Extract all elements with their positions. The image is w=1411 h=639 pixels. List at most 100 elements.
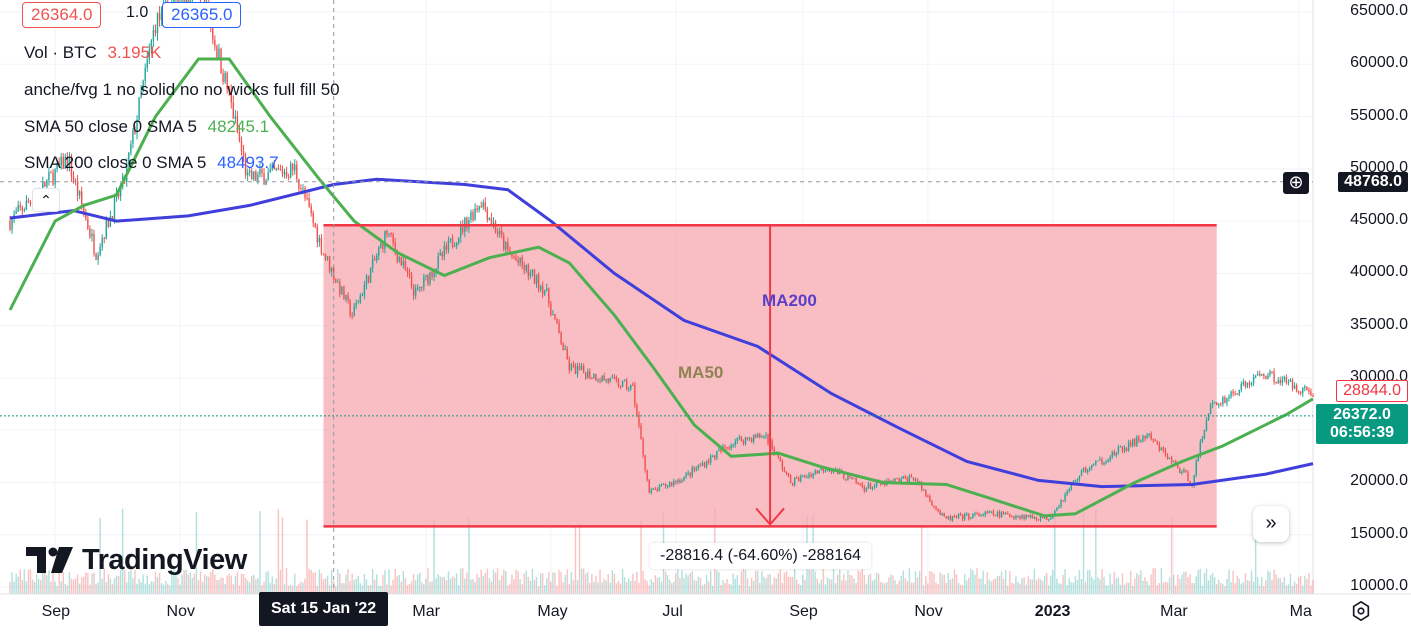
- candle-body: [275, 168, 278, 170]
- candle-body: [646, 470, 648, 480]
- ask-price[interactable]: 26365.0: [162, 2, 242, 28]
- volume-bar: [1041, 581, 1044, 594]
- candle-body: [566, 348, 568, 360]
- candle-body: [1062, 500, 1064, 502]
- volume-bar: [312, 572, 314, 594]
- volume-bar: [535, 577, 538, 594]
- candle-body: [390, 233, 392, 235]
- candle-body: [1109, 457, 1111, 461]
- candle-body: [64, 156, 67, 169]
- volume-bar: [634, 580, 636, 594]
- candle-body: [1017, 515, 1019, 517]
- volume-bar: [367, 585, 370, 594]
- candle-body: [511, 253, 513, 257]
- candle-body: [439, 252, 441, 256]
- ma50-annotation[interactable]: MA50: [678, 363, 724, 382]
- candle-body: [720, 449, 722, 452]
- volume-bar: [871, 580, 874, 594]
- candle-body: [91, 233, 93, 237]
- candle-body: [742, 441, 745, 444]
- legend-sma-50[interactable]: SMA 50 close 0 SMA 5 48245.1: [24, 117, 269, 137]
- candle-body: [1304, 386, 1306, 388]
- volume-bar: [734, 578, 736, 594]
- candle-body: [1172, 461, 1175, 463]
- volume-bar: [191, 577, 194, 594]
- candle-body: [1287, 381, 1290, 383]
- tradingview-logo[interactable]: TradingView: [26, 540, 247, 580]
- volume-bar: [205, 575, 208, 594]
- volume-bar: [253, 574, 255, 594]
- candle-body: [734, 441, 736, 446]
- volume-bar: [93, 572, 95, 594]
- settings-icon[interactable]: [1350, 600, 1372, 622]
- volume-bar: [1213, 577, 1216, 594]
- candle-body: [429, 271, 431, 284]
- candle-body: [376, 255, 378, 261]
- volume-bar: [1045, 573, 1048, 594]
- volume-bar: [164, 581, 167, 594]
- candle-body: [453, 246, 456, 248]
- volume-bar: [791, 576, 794, 594]
- candle-body: [101, 238, 103, 247]
- volume-bar: [718, 571, 720, 594]
- candle-body: [339, 282, 341, 294]
- candle-body: [857, 482, 859, 484]
- double-chevron-right-icon[interactable]: »: [1253, 506, 1289, 542]
- candle-body: [1168, 457, 1171, 459]
- legend-sma-200[interactable]: SMA 200 close 0 SMA 5 48493.7: [24, 153, 279, 173]
- volume-bar: [673, 581, 675, 594]
- legend-volume[interactable]: Vol · BTC 3.195K: [24, 43, 161, 63]
- volume-bar: [128, 571, 130, 594]
- candle-body: [826, 469, 829, 471]
- candle-body: [978, 513, 980, 517]
- candle-body: [257, 174, 259, 181]
- volume-bar: [828, 578, 831, 594]
- candle-body: [738, 436, 741, 438]
- volume-bar: [574, 525, 577, 594]
- candle-body: [326, 256, 329, 259]
- candle-body: [60, 156, 62, 166]
- volume-bar: [732, 573, 734, 594]
- candle-body: [1107, 460, 1109, 463]
- volume-bar: [1205, 568, 1208, 594]
- candle-body: [640, 425, 642, 439]
- candle-body: [1224, 397, 1226, 403]
- legend-fvg[interactable]: anche/fvg 1 no solid no no wicks full fi…: [24, 80, 340, 100]
- ma200-annotation[interactable]: MA200: [762, 291, 817, 310]
- candle-body: [15, 211, 17, 214]
- volume-bar: [671, 583, 673, 594]
- bid-price[interactable]: 26364.0: [22, 2, 102, 28]
- candle-body: [66, 156, 69, 166]
- volume-bar: [521, 584, 523, 594]
- volume-bar: [109, 578, 112, 594]
- candle-body: [11, 218, 13, 230]
- chevron-up-icon[interactable]: ⌃: [32, 188, 60, 212]
- volume-bar: [642, 571, 644, 594]
- volume-bar: [380, 585, 382, 594]
- candle-body: [943, 513, 945, 517]
- volume-bar: [1273, 569, 1275, 594]
- candle-body: [937, 508, 939, 511]
- candle-body: [517, 260, 519, 263]
- volume-bar: [912, 582, 915, 594]
- volume-bar: [496, 568, 499, 594]
- volume-bar: [339, 573, 341, 594]
- volume-bar: [179, 584, 181, 594]
- plus-circle-icon[interactable]: ⊕: [1283, 172, 1309, 194]
- volume-bar: [1105, 585, 1107, 594]
- volume-bar: [761, 571, 763, 594]
- candle-body: [896, 478, 898, 480]
- volume-bar: [167, 583, 169, 594]
- candle-body: [832, 470, 835, 473]
- time-axis-label: Sep: [789, 603, 818, 620]
- candle-body: [544, 290, 546, 295]
- candle-body: [875, 481, 878, 486]
- candle-body: [224, 72, 226, 82]
- volume-bar: [248, 582, 251, 594]
- candle-body: [871, 486, 874, 489]
- candle-body: [1045, 515, 1048, 520]
- candle-body: [1115, 452, 1118, 456]
- candle-body: [255, 171, 257, 181]
- candle-body: [1099, 459, 1101, 461]
- candle-body: [765, 435, 767, 437]
